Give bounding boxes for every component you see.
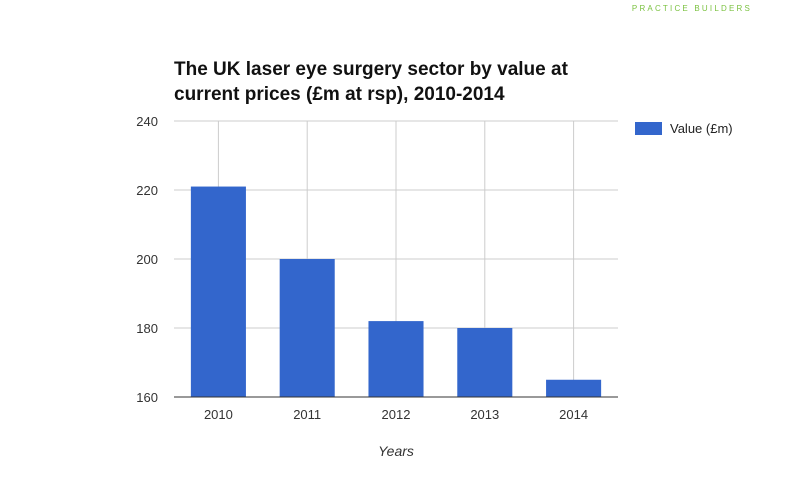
y-tick-label: 200 xyxy=(136,252,158,267)
y-axis-ticks: 160 180 200 220 240 xyxy=(136,114,158,405)
brand-logo-text: PRACTICE BUILDERS xyxy=(631,4,752,13)
chart-title-line: The UK laser eye surgery sector by value… xyxy=(174,59,569,80)
y-tick-label: 160 xyxy=(136,390,158,405)
chart-title-line: current prices (£m at rsp), 2010-2014 xyxy=(174,84,505,105)
legend: Value (£m) xyxy=(635,121,733,136)
x-tick-label: 2013 xyxy=(470,407,499,422)
x-axis-ticks: 2010 2011 2012 2013 2014 xyxy=(204,407,588,422)
bar-2011 xyxy=(279,259,335,397)
bar-2013 xyxy=(457,328,513,397)
y-tick-label: 180 xyxy=(136,321,158,336)
x-tick-label: 2014 xyxy=(559,407,588,422)
x-tick-label: 2011 xyxy=(293,407,321,422)
y-tick-label: 240 xyxy=(136,114,158,129)
y-tick-label: 220 xyxy=(136,183,158,198)
legend-swatch xyxy=(635,122,662,135)
x-axis-label: Years xyxy=(378,443,414,459)
bar-2012 xyxy=(368,321,424,397)
bar-2014 xyxy=(546,379,602,397)
chart-title: The UK laser eye surgery sector by value… xyxy=(174,59,569,105)
bar-2010 xyxy=(190,186,246,397)
bars xyxy=(174,186,618,398)
x-tick-label: 2012 xyxy=(382,407,411,422)
legend-label: Value (£m) xyxy=(670,121,733,136)
x-tick-label: 2010 xyxy=(204,407,233,422)
